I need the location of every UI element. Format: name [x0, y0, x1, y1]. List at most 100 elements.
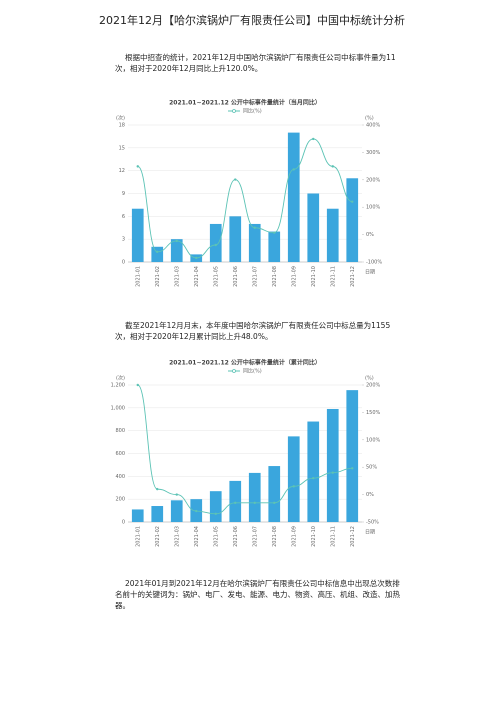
line-marker	[136, 165, 139, 168]
x-tick-label: 2021-10	[311, 266, 317, 287]
y-axis-unit: (次)	[116, 115, 125, 122]
y-tick-label: 800	[115, 428, 125, 434]
line-marker	[214, 243, 217, 247]
x-tick-label: 2021-07	[252, 526, 258, 547]
chart-title: 2021.01~2021.12 公开中标事件量统计（当月同比）	[169, 99, 321, 107]
y-tick-label: 1,200	[111, 383, 125, 389]
y2-axis-unit: (%)	[365, 376, 374, 382]
x-tick-label: 2021-01	[135, 526, 141, 547]
line-marker	[351, 467, 354, 470]
y2-tick-label: 150%	[366, 410, 381, 416]
paragraph: 根据中招查的统计，2021年12月中国哈尔滨锅炉厂有限责任公司中标事件量为11次…	[115, 53, 396, 73]
line	[137, 138, 353, 259]
bar	[151, 246, 164, 262]
y2-axis-unit: (%)	[365, 116, 374, 122]
y2-tick-label: 300%	[366, 150, 381, 156]
bar	[326, 208, 339, 262]
line-marker	[253, 501, 256, 505]
bar	[131, 509, 144, 522]
line-marker	[156, 250, 159, 254]
line-marker	[253, 226, 256, 229]
x-axis-label: 日期	[365, 530, 375, 536]
y-tick-label: 18	[119, 123, 125, 129]
x-tick-label: 2021-03	[174, 526, 180, 547]
legend-marker	[232, 109, 236, 113]
bar	[287, 132, 300, 262]
x-tick-label: 2021-12	[350, 266, 356, 287]
y-tick-label: 6	[122, 214, 125, 220]
y-tick-label: 600	[115, 451, 125, 457]
x-tick-label: 2021-01	[135, 266, 141, 287]
line-marker	[234, 178, 237, 181]
x-tick-label: 2021-04	[194, 266, 200, 287]
x-tick-label: 2021-04	[194, 526, 200, 547]
x-tick-label: 2021-07	[252, 266, 258, 287]
x-tick-label: 2021-11	[330, 526, 336, 547]
y2-tick-label: 50%	[366, 465, 377, 471]
x-tick-label: 2021-05	[213, 526, 219, 547]
bar	[287, 436, 300, 522]
line-marker	[273, 231, 276, 234]
y2-tick-label: 100%	[366, 205, 381, 211]
line-marker	[175, 239, 178, 243]
paragraph: 2021年01月到2021年12月在哈尔滨锅炉厂有限责任公司中标信息中出现总次数…	[115, 579, 400, 610]
y2-tick-label: 100%	[366, 437, 381, 443]
line-marker	[136, 383, 139, 387]
x-axis-label: 日期	[365, 270, 375, 276]
line-marker	[234, 501, 237, 505]
x-tick-label: 2021-11	[330, 266, 336, 287]
y-tick-label: 200	[115, 497, 125, 503]
bar	[346, 178, 359, 262]
x-tick-label: 2021-09	[291, 266, 297, 287]
line-marker	[292, 168, 295, 171]
legend-label: 同比(%)	[243, 368, 262, 375]
y-tick-label: 3	[122, 237, 125, 243]
y-tick-label: 1,000	[111, 405, 125, 411]
bar	[209, 223, 222, 262]
x-tick-label: 2021-06	[233, 266, 239, 287]
y2-tick-label: 200%	[366, 177, 381, 183]
bar	[248, 472, 261, 522]
line-marker	[273, 501, 276, 505]
line-marker	[214, 512, 217, 515]
line-marker	[351, 200, 354, 203]
page-title: 2021年12月【哈尔滨锅炉厂有限责任公司】中国中标统计分析	[99, 14, 405, 27]
x-tick-label: 2021-05	[213, 266, 219, 287]
line	[137, 384, 353, 515]
line-marker	[195, 256, 198, 260]
x-tick-label: 2021-12	[350, 526, 356, 547]
bar	[229, 480, 242, 522]
chart-title: 2021.01~2021.12 公开中标事件量统计（累计同比）	[169, 359, 321, 367]
x-tick-label: 2021-08	[272, 266, 278, 287]
bar	[268, 466, 281, 522]
paragraph: 截至2021年12月月末，本年度中国哈尔滨锅炉厂有限责任公司中标总量为1155次…	[115, 321, 391, 341]
y2-tick-label: 200%	[366, 383, 381, 389]
x-tick-label: 2021-09	[291, 526, 297, 547]
x-tick-label: 2021-06	[233, 526, 239, 547]
y-axis-unit: (次)	[116, 375, 125, 382]
chart: 2021.01~2021.12 公开中标事件量统计（当月同比）同比(%) (次) (…	[116, 99, 382, 287]
x-tick-label: 2021-02	[155, 526, 161, 547]
bar	[229, 216, 242, 262]
bar	[307, 193, 320, 262]
y2-tick-label: 0%	[366, 232, 374, 238]
y2-tick-label: 0%	[366, 492, 374, 498]
bar	[209, 491, 222, 522]
line-marker	[292, 485, 295, 488]
y-tick-label: 0	[122, 260, 125, 266]
x-tick-label: 2021-03	[174, 266, 180, 287]
y-tick-label: 400	[115, 474, 125, 480]
bar	[131, 208, 144, 262]
line-marker	[195, 509, 198, 513]
bar	[248, 223, 261, 262]
line-marker	[312, 137, 315, 141]
bar	[170, 239, 183, 262]
y-tick-label: 12	[119, 168, 125, 174]
bar	[346, 390, 359, 522]
line-marker	[331, 165, 334, 168]
legend-marker	[232, 369, 236, 373]
x-tick-label: 2021-02	[155, 266, 161, 287]
line-marker	[331, 471, 334, 474]
y2-tick-label: 400%	[366, 123, 381, 129]
